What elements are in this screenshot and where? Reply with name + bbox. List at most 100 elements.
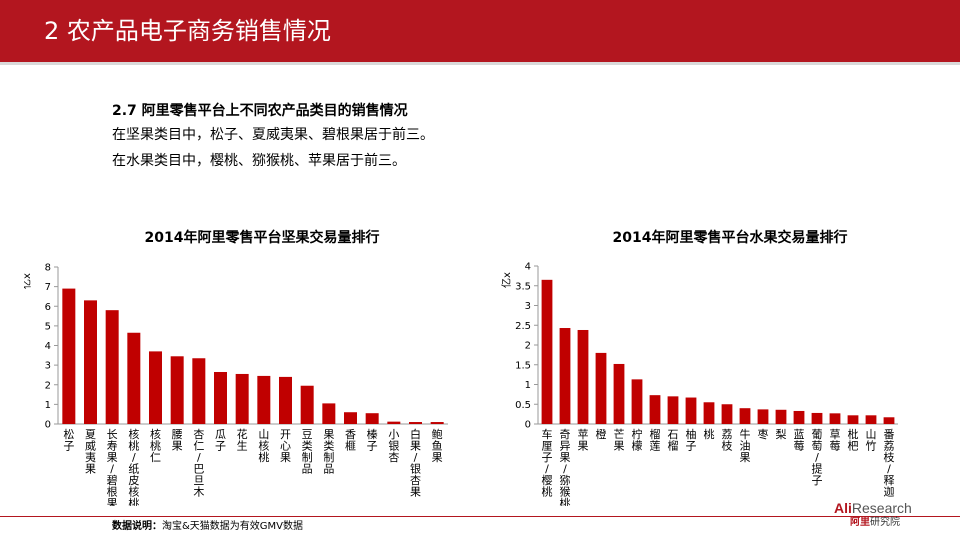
- data-bar: [62, 288, 76, 424]
- data-bar: [192, 358, 206, 424]
- x-tick-label: 葡萄/提子: [812, 428, 823, 487]
- y-tick-label: 1: [525, 380, 531, 391]
- y-axis-label: 亿x: [500, 272, 513, 288]
- data-bar: [300, 385, 314, 424]
- data-footnote: 数据说明：淘宝&天猫数据为有效GMV数据: [112, 520, 303, 534]
- data-bar: [793, 410, 805, 424]
- x-tick-label: 豆类制品: [302, 428, 313, 476]
- data-bar: [170, 356, 184, 424]
- x-tick-label: 山核桃: [258, 428, 269, 464]
- data-bar: [775, 409, 787, 424]
- x-tick-label: 山竹: [866, 428, 877, 453]
- data-bar: [847, 415, 859, 424]
- x-tick-label: 牛油果: [740, 427, 751, 464]
- footnote-label: 数据说明：: [112, 521, 162, 532]
- data-bar: [595, 352, 607, 424]
- x-tick-label: 芒果: [614, 428, 625, 453]
- y-tick-label: 0: [525, 420, 531, 431]
- x-tick-label: 桃: [704, 427, 715, 441]
- logo-sub-rest: 研究院: [870, 517, 900, 528]
- y-tick-label: 4: [525, 262, 531, 273]
- footer-divider: [0, 516, 960, 517]
- y-tick-label: 7: [45, 282, 51, 293]
- data-bar: [613, 363, 625, 424]
- nut-bar-chart: 亿x 0 1 2 3 4 5 6 7 8 松子夏威夷果长寿果/碧根果核桃/纸皮核桃核桃仁腰果杏仁/巴…: [24, 263, 448, 506]
- data-bar: [883, 417, 895, 424]
- data-bar: [430, 422, 444, 424]
- data-bar: [322, 403, 336, 424]
- y-tick-label: 0.5: [515, 400, 531, 411]
- x-tick-label: 蓝莓: [794, 428, 805, 453]
- x-tick-label: 枇杷: [848, 427, 859, 453]
- data-bar: [667, 396, 679, 424]
- y-tick-label: 8: [45, 263, 51, 274]
- x-tick-label: 草莓: [830, 428, 841, 453]
- x-tick-label: 长寿果/碧根果: [107, 428, 118, 506]
- logo-wordmark: AliResearch: [834, 500, 946, 516]
- aliresearch-logo: AliResearch 阿里研究院: [834, 500, 946, 536]
- x-tick-label: 核桃仁: [150, 427, 161, 464]
- logo-subtitle: 阿里研究院: [834, 516, 946, 529]
- data-bar: [721, 404, 733, 424]
- data-bar: [865, 415, 877, 424]
- x-tick-label: 番荔枝/释迦: [884, 428, 895, 499]
- y-tick-label: 0: [45, 420, 51, 431]
- x-tick-label: 枣: [758, 428, 769, 441]
- nut-chart-title: 2014年阿里零售平台坚果交易量排行: [144, 230, 380, 246]
- x-tick-label: 松子: [63, 427, 74, 453]
- x-tick-label: 苹果: [578, 427, 589, 453]
- y-tick-label: 2.5: [515, 321, 531, 332]
- fruit-chart-title: 2014年阿里零售平台水果交易量排行: [612, 230, 848, 246]
- data-bar: [577, 329, 589, 424]
- logo-prefix: Ali: [834, 500, 852, 516]
- x-tick-label: 小银杏: [388, 428, 399, 464]
- x-tick-label: 柠檬: [632, 427, 643, 453]
- x-tick-label: 榴莲: [650, 427, 661, 453]
- data-bar: [631, 379, 643, 424]
- data-bar: [279, 376, 292, 424]
- y-tick-label: 5: [45, 321, 51, 332]
- x-tick-label: 鲍鱼果: [432, 427, 443, 464]
- data-bar: [685, 397, 697, 424]
- y-tick-label: 6: [45, 302, 51, 313]
- data-bar: [235, 373, 249, 424]
- x-tick-label: 石榴: [668, 428, 679, 453]
- y-tick-label: 3.5: [515, 281, 531, 292]
- x-tick-label: 荔枝: [722, 428, 733, 453]
- y-tick-label: 3: [45, 361, 51, 372]
- data-bar: [649, 395, 661, 424]
- x-tick-label: 杏仁/巴旦木: [193, 428, 204, 499]
- data-bar: [214, 371, 227, 424]
- logo-sub-red: 阿里: [850, 517, 870, 528]
- logo-suffix: Research: [851, 500, 912, 516]
- data-bar: [541, 279, 553, 424]
- x-tick-label: 车厘子/樱桃: [542, 427, 553, 499]
- x-tick-label: 橙: [596, 427, 607, 441]
- data-bar: [84, 300, 97, 424]
- data-bar: [344, 412, 357, 424]
- y-tick-label: 4: [45, 341, 51, 352]
- data-bar: [829, 413, 841, 424]
- x-tick-label: 梨: [776, 427, 787, 441]
- x-tick-label: 奇异果/猕猴桃: [560, 428, 571, 506]
- data-bar: [757, 409, 769, 424]
- data-bar: [559, 328, 571, 424]
- x-tick-label: 白果/银杏果: [410, 427, 421, 499]
- data-bar: [105, 310, 119, 424]
- y-axis-label: 亿x: [24, 273, 33, 289]
- data-bar: [739, 408, 751, 424]
- intro-line-nuts: 在坚果类目中，松子、夏威夷果、碧根果居于前三。: [112, 127, 434, 143]
- header-divider: [0, 62, 960, 65]
- x-tick-label: 核桃/纸皮核桃: [128, 427, 139, 506]
- data-bar: [387, 421, 401, 424]
- y-tick-label: 2: [45, 380, 51, 391]
- x-tick-label: 开心果: [280, 428, 291, 464]
- x-tick-label: 果类制品: [323, 428, 334, 476]
- data-bar: [127, 332, 141, 424]
- y-tick-label: 1: [45, 400, 51, 411]
- x-tick-label: 榛子: [367, 428, 378, 453]
- y-tick-label: 3: [525, 301, 531, 312]
- header-bar: 2 农产品电子商务销售情况: [0, 0, 960, 62]
- page-title: 2 农产品电子商务销售情况: [44, 17, 331, 45]
